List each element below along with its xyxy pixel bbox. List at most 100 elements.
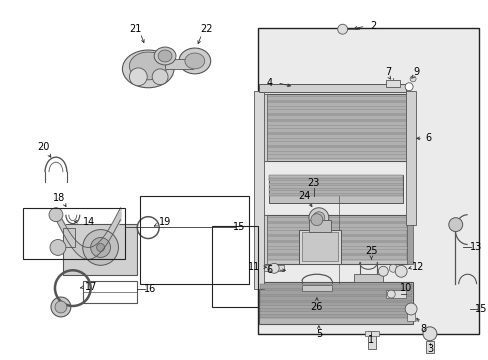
Ellipse shape (184, 53, 204, 69)
Bar (254, 91, 264, 289)
Ellipse shape (158, 50, 172, 62)
Bar (261, 215, 407, 264)
Bar (353, 274, 383, 282)
Bar (63, 224, 137, 275)
Circle shape (50, 239, 66, 255)
Bar (262, 236, 407, 241)
Text: 26: 26 (310, 302, 323, 312)
Text: 10: 10 (399, 283, 411, 293)
Bar (407, 215, 412, 264)
Bar (269, 175, 402, 203)
Bar (63, 228, 75, 247)
Circle shape (448, 218, 462, 231)
Bar (262, 223, 407, 228)
Circle shape (129, 68, 147, 86)
Bar (262, 102, 407, 107)
Bar (261, 94, 267, 161)
Bar (262, 217, 407, 222)
Text: 4: 4 (265, 78, 272, 88)
Circle shape (394, 265, 407, 277)
Circle shape (308, 208, 328, 228)
Bar (262, 249, 407, 254)
Ellipse shape (154, 47, 176, 65)
Bar (406, 91, 415, 225)
Bar (308, 220, 330, 231)
Bar (260, 296, 411, 301)
Text: 9: 9 (412, 67, 418, 77)
Bar (262, 128, 407, 133)
Bar (269, 193, 402, 196)
Bar (260, 302, 411, 306)
Text: 22: 22 (200, 24, 213, 34)
Text: 17: 17 (84, 282, 97, 292)
Text: 7: 7 (385, 67, 390, 77)
Ellipse shape (179, 48, 210, 74)
Bar (298, 230, 340, 264)
Bar (269, 175, 402, 180)
Text: 20: 20 (37, 142, 49, 152)
Bar (262, 121, 407, 126)
Text: 11: 11 (248, 262, 260, 272)
Bar (386, 80, 399, 87)
Circle shape (337, 24, 347, 34)
Circle shape (388, 264, 396, 272)
Circle shape (422, 327, 436, 341)
Text: 15: 15 (233, 222, 245, 231)
Bar (260, 290, 411, 294)
Text: 25: 25 (365, 247, 377, 256)
Bar (302, 285, 331, 291)
Bar (262, 141, 407, 146)
Circle shape (310, 214, 322, 226)
Text: 5: 5 (315, 329, 321, 339)
Text: 12: 12 (411, 262, 424, 272)
Bar (262, 115, 407, 120)
Bar (407, 309, 414, 321)
Bar (262, 255, 407, 260)
Bar (269, 178, 402, 181)
Circle shape (378, 266, 387, 276)
Circle shape (405, 83, 412, 91)
Ellipse shape (55, 301, 67, 313)
Bar (140, 196, 248, 284)
Bar (257, 28, 478, 334)
Circle shape (405, 303, 416, 315)
Circle shape (152, 69, 168, 85)
Text: 21: 21 (129, 24, 141, 34)
Bar (262, 230, 407, 235)
Circle shape (386, 290, 394, 298)
Circle shape (269, 263, 279, 273)
Bar (212, 226, 258, 307)
Bar (407, 94, 412, 161)
Bar (262, 147, 407, 152)
Bar (261, 215, 267, 264)
Bar (261, 94, 407, 161)
Bar (262, 134, 407, 139)
Bar (260, 284, 411, 289)
Bar (367, 331, 376, 348)
Text: 8: 8 (419, 324, 425, 334)
Bar (259, 282, 412, 324)
Bar (165, 59, 192, 69)
Ellipse shape (51, 297, 71, 317)
Ellipse shape (122, 50, 174, 88)
Bar (23, 208, 125, 258)
Bar (82, 281, 137, 303)
Text: 19: 19 (159, 217, 171, 227)
Text: 16: 16 (144, 284, 156, 294)
Text: 15: 15 (474, 304, 487, 314)
Bar (259, 84, 406, 92)
Circle shape (97, 243, 104, 251)
Bar (386, 290, 406, 298)
Bar (260, 314, 411, 318)
Text: 6: 6 (265, 265, 272, 275)
Ellipse shape (129, 52, 167, 80)
Circle shape (312, 212, 324, 224)
Bar (302, 231, 337, 261)
Text: 24: 24 (297, 191, 309, 201)
Text: 3: 3 (426, 344, 432, 354)
Bar (260, 308, 411, 312)
Bar (262, 96, 407, 101)
Bar (365, 331, 379, 336)
Bar (262, 154, 407, 159)
Bar (264, 265, 284, 271)
